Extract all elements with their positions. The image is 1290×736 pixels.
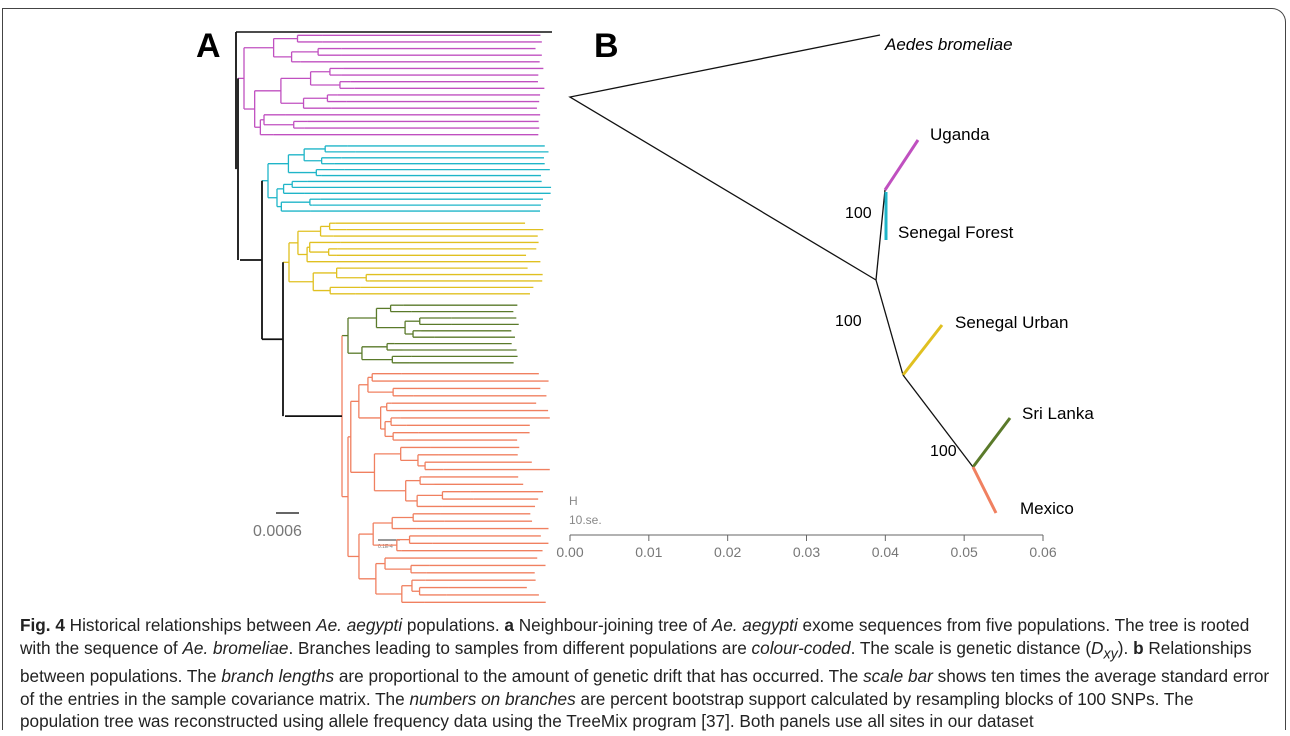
x-tick-label: 0.03 — [793, 544, 820, 560]
caption-text: . The scale is genetic distance ( — [850, 637, 1092, 658]
caption-text: Relationships between populations. The — [20, 637, 1252, 687]
caption-text: branch lengths — [221, 666, 335, 687]
bootstrap-label: 100 — [835, 313, 862, 330]
bootstrap-label: 100 — [930, 443, 957, 460]
branch — [901, 324, 944, 376]
branch — [875, 189, 886, 281]
caption-text: populations. — [402, 615, 505, 635]
figure-frame — [2, 8, 1286, 730]
taxon-label: Mexico — [1020, 499, 1074, 518]
caption-text: numbers on branches — [409, 688, 576, 709]
caption-text: shows ten times the average standard err… — [20, 666, 1270, 709]
caption-text: Historical relationships between — [64, 615, 317, 635]
caption-text: D — [1091, 637, 1104, 658]
branch — [875, 279, 904, 376]
taxon-label: Sri Lanka — [1022, 404, 1094, 423]
panel-label: A — [196, 27, 221, 65]
population-tree — [568, 34, 1012, 514]
caption-text: Neighbour-joining tree of — [513, 615, 712, 635]
panel-label: B — [594, 27, 619, 65]
caption-text: Fig. 4 — [20, 615, 65, 635]
caption-text: ). — [1117, 637, 1134, 658]
scale-label: H — [569, 494, 578, 508]
taxon-label: Aedes bromeliae — [884, 35, 1013, 54]
bootstrap-label: 100 — [845, 205, 872, 222]
caption-text: exome sequences from five populations. T… — [20, 615, 1250, 658]
branch — [971, 417, 1012, 468]
branch — [568, 34, 881, 281]
taxon-label: Senegal Forest — [898, 223, 1014, 242]
caption-text: Ae. aegypti — [316, 615, 403, 635]
caption-text: Ae. aegypti — [711, 615, 798, 635]
scale-label: 10.se. — [569, 513, 602, 527]
branch — [902, 374, 974, 468]
caption-text: . Branches leading to samples from diffe… — [288, 637, 752, 658]
scale-label: 0.1E-4 — [378, 544, 393, 550]
caption-text: b — [1133, 637, 1144, 658]
caption: Fig. 4 Historical relationships between … — [20, 614, 1275, 733]
caption-text: xy — [1103, 645, 1118, 662]
taxon-label: Uganda — [930, 125, 990, 144]
x-tick-label: 0.01 — [635, 544, 662, 560]
x-tick-label: 0.00 — [556, 544, 583, 560]
caption-text: a — [504, 615, 514, 635]
x-tick-label: 0.06 — [1029, 544, 1056, 560]
x-tick-label: 0.04 — [872, 544, 899, 560]
caption-text: colour-coded — [751, 637, 851, 658]
figure: A B 0.0006 0.1E-4 H 10.se. Aedes bromeli… — [196, 27, 1094, 603]
scale-label: 0.0006 — [253, 523, 302, 540]
branch — [971, 466, 998, 514]
caption-text: scale bar — [863, 666, 933, 687]
branch — [883, 139, 920, 191]
taxon-label: Senegal Urban — [955, 313, 1068, 332]
x-tick-label: 0.05 — [951, 544, 978, 560]
caption-text: are proportional to the amount of geneti… — [334, 666, 864, 687]
x-tick-label: 0.02 — [714, 544, 741, 560]
caption-text: Ae. bromeliae — [182, 637, 289, 658]
caption-text: are percent bootstrap support calculated… — [20, 688, 1194, 732]
